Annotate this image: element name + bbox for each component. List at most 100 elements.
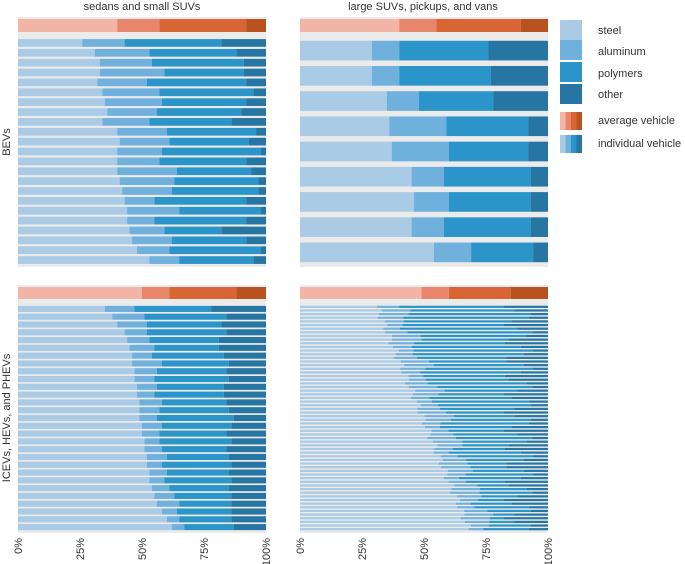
- vehicle-bar-polymers-segment: [489, 524, 532, 527]
- vehicle-bar-aluminum-segment: [149, 477, 165, 484]
- vehicle-bar-aluminum-segment: [450, 491, 480, 494]
- vehicle-bar-polymers-segment: [408, 313, 531, 316]
- vehicle-bar-aluminum-segment: [119, 137, 170, 146]
- vehicle-bar-polymers-segment: [411, 345, 521, 349]
- vehicle-bar-steel-segment: [18, 399, 140, 406]
- vehicle-bar-polymers-segment: [448, 192, 531, 212]
- vehicle-bar-other-segment: [532, 385, 548, 389]
- vehicle-bar-aluminum-segment: [424, 415, 454, 418]
- x-tick-label: 0%: [13, 538, 25, 554]
- vehicle-bar-steel-segment: [300, 506, 458, 509]
- vehicle-bar-steel-segment: [300, 451, 434, 454]
- vehicle-bar-polymers-segment: [166, 127, 257, 136]
- x-tick-label: 100%: [543, 538, 555, 564]
- vehicle-bar-polymers-segment: [420, 371, 521, 374]
- vehicle-bar-aluminum-segment: [102, 118, 150, 126]
- vehicle-bar-steel-segment: [18, 226, 130, 235]
- vehicle-bar-steel-segment: [18, 407, 140, 414]
- vehicle-bar-polymers-segment: [437, 404, 531, 407]
- vehicle-bar-polymers-segment: [161, 98, 247, 106]
- panel-bars: [300, 287, 548, 531]
- vehicle-bar-other-segment: [246, 157, 266, 166]
- vehicle-bar-steel-segment: [300, 469, 448, 472]
- average-bar-polymers-segment: [159, 19, 247, 32]
- vehicle-bar-aluminum-segment: [470, 524, 489, 527]
- vehicle-bar-other-segment: [520, 477, 548, 480]
- vehicle-bar-steel-segment: [18, 137, 120, 146]
- vehicle-bar-steel-segment: [18, 48, 95, 57]
- vehicle-bar-steel-segment: [300, 320, 385, 323]
- vehicle-bar-aluminum-segment: [464, 520, 490, 523]
- vehicle-bar-steel-segment: [300, 389, 416, 392]
- legend-swatch-other: [560, 84, 582, 104]
- legend-average-steel: [560, 112, 566, 130]
- average-bar-other-segment: [520, 19, 548, 32]
- vehicle-bar-steel-segment: [300, 367, 401, 370]
- vehicle-bar-steel-segment: [300, 404, 421, 407]
- vehicle-bar-other-segment: [231, 461, 266, 468]
- legend-individual-other: [576, 135, 582, 153]
- vehicle-bar-other-segment: [529, 316, 548, 319]
- vehicle-bar-steel-segment: [18, 430, 142, 437]
- legend-swatch-steel: [560, 20, 582, 40]
- vehicle-bar-other-segment: [523, 353, 548, 356]
- legend-average-aluminum: [565, 112, 571, 130]
- vehicle-bar-aluminum-segment: [416, 400, 432, 403]
- vehicle-bar-other-segment: [533, 367, 548, 370]
- vehicle-bar-aluminum-segment: [144, 438, 160, 445]
- vehicle-bar-steel-segment: [300, 440, 433, 443]
- vehicle-bar-polymers-segment: [440, 407, 515, 410]
- x-tick-label: 100%: [261, 538, 273, 564]
- vehicle-bar-steel-segment: [18, 469, 150, 476]
- vehicle-bar-other-segment: [228, 407, 266, 414]
- average-bar-aluminum-segment: [142, 287, 170, 299]
- vehicle-bar-polymers-segment: [477, 484, 509, 487]
- vehicle-bar-aluminum-segment: [127, 216, 155, 225]
- vehicle-bar-polymers-segment: [164, 477, 232, 484]
- vehicle-bar-aluminum-segment: [443, 477, 459, 480]
- average-bar-steel-segment: [300, 287, 422, 299]
- vehicle-bar-aluminum-segment: [442, 458, 466, 462]
- vehicle-bar-polymers-segment: [402, 323, 504, 327]
- vehicle-bar-polymers-segment: [480, 487, 527, 491]
- vehicle-bar-other-segment: [231, 516, 266, 523]
- vehicle-bar-steel-segment: [18, 422, 142, 429]
- legend-average-other: [576, 112, 582, 130]
- vehicle-bar-aluminum-segment: [166, 516, 180, 523]
- vehicle-bar-steel-segment: [18, 500, 157, 507]
- vehicle-bar-steel-segment: [18, 39, 83, 47]
- vehicle-bar-polymers-segment: [154, 216, 247, 225]
- vehicle-bar-aluminum-segment: [82, 39, 125, 47]
- vehicle-bar-aluminum-segment: [384, 320, 404, 323]
- vehicle-bar-other-segment: [243, 68, 266, 77]
- vehicle-bar-other-segment: [517, 327, 548, 330]
- x-tick-label: 25%: [75, 538, 87, 560]
- vehicle-bar-other-segment: [233, 524, 266, 531]
- vehicle-bar-steel-segment: [300, 509, 465, 513]
- vehicle-bar-steel-segment: [300, 502, 456, 505]
- vehicle-bar-polymers-segment: [453, 415, 515, 418]
- vehicle-bar-polymers-segment: [487, 509, 531, 513]
- vehicle-bar-aluminum-segment: [408, 385, 438, 389]
- vehicle-bar-other-segment: [261, 206, 266, 215]
- vehicle-bar-aluminum-segment: [149, 469, 167, 476]
- vehicle-bar-other-segment: [251, 167, 266, 176]
- vehicle-bar-polymers-segment: [420, 334, 527, 338]
- vehicle-bar-aluminum-segment: [124, 329, 147, 336]
- vehicle-bar-aluminum-segment: [142, 430, 160, 437]
- vehicle-bar-steel-segment: [18, 108, 108, 116]
- vehicle-bar-steel-segment: [18, 446, 145, 453]
- vehicle-bar-steel-segment: [300, 517, 461, 520]
- vehicle-bar-polymers-segment: [166, 469, 229, 476]
- average-bar-polymers-segment: [448, 287, 511, 299]
- vehicle-bar-polymers-segment: [161, 461, 232, 468]
- vehicle-bar-polymers-segment: [425, 378, 509, 381]
- vehicle-bar-steel-segment: [18, 197, 125, 205]
- vehicle-bar-other-segment: [223, 391, 266, 398]
- average-bar-steel-segment: [18, 19, 118, 32]
- vehicle-bar-steel-segment: [18, 329, 125, 336]
- vehicle-bar-aluminum-segment: [400, 367, 426, 370]
- average-bar-polymers-segment: [436, 19, 521, 32]
- vehicle-bar-steel-segment: [300, 473, 448, 476]
- vehicle-bar-polymers-segment: [429, 396, 512, 400]
